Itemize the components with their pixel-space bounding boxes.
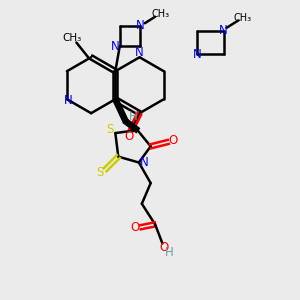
Text: S: S bbox=[96, 166, 103, 179]
Text: O: O bbox=[124, 130, 134, 143]
Text: N: N bbox=[193, 48, 202, 61]
Text: H: H bbox=[164, 246, 173, 259]
Text: N: N bbox=[135, 46, 144, 59]
Text: O: O bbox=[169, 134, 178, 147]
Text: S: S bbox=[106, 123, 114, 136]
Text: N: N bbox=[64, 94, 73, 107]
Text: O: O bbox=[130, 221, 140, 234]
Text: CH₃: CH₃ bbox=[152, 9, 170, 20]
Text: CH₃: CH₃ bbox=[234, 14, 252, 23]
Text: N: N bbox=[219, 24, 228, 37]
Text: O: O bbox=[159, 241, 169, 254]
Text: CH₃: CH₃ bbox=[62, 33, 82, 43]
Text: N: N bbox=[140, 156, 148, 169]
Text: N: N bbox=[136, 19, 145, 32]
Text: H: H bbox=[129, 110, 137, 123]
Text: N: N bbox=[111, 40, 120, 53]
